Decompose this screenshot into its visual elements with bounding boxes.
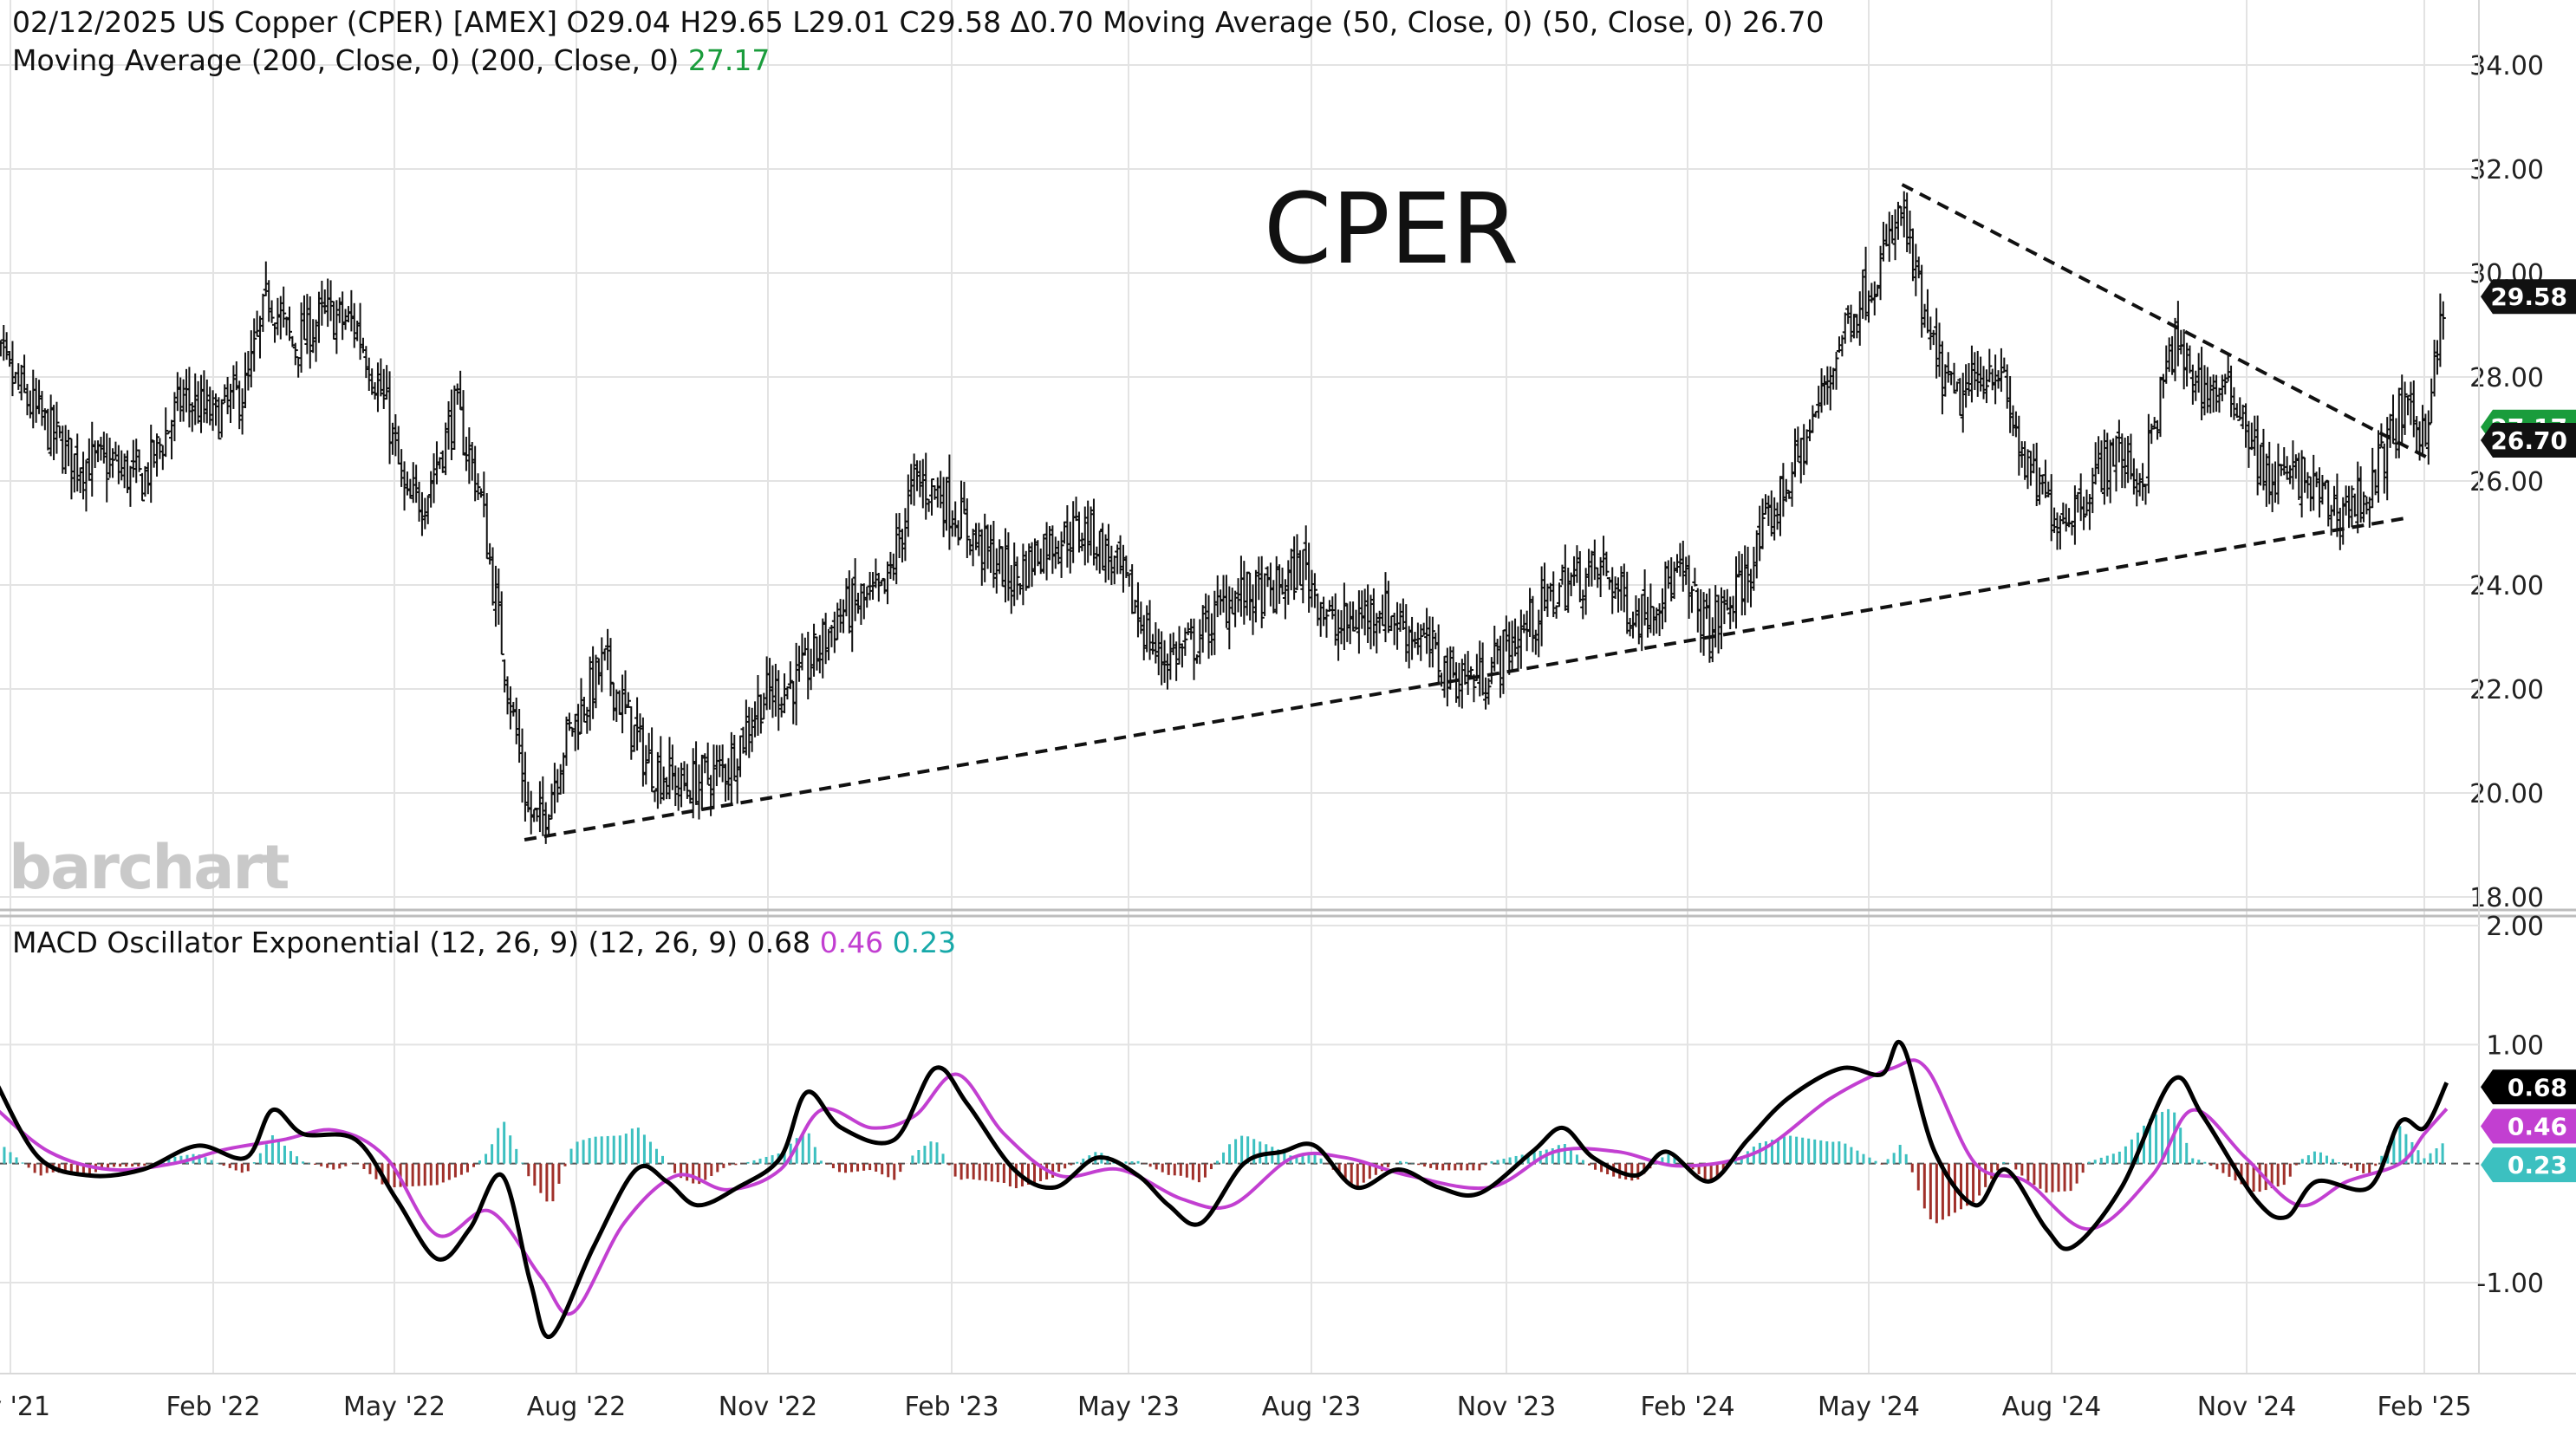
x-axis-tick-label: Nov '22 — [719, 1392, 818, 1422]
last-price-badge: 29.58 — [2490, 283, 2567, 311]
x-axis-tick-label: May '24 — [1818, 1392, 1920, 1422]
ma50-badge: 26.70 — [2490, 426, 2567, 455]
trendline — [1901, 183, 2434, 462]
price-axis-tick-label: 28.00 — [2469, 363, 2544, 393]
macd-axis-tick-label: 1.00 — [2486, 1030, 2544, 1061]
barchart-watermark-logo: barchart — [9, 832, 289, 903]
hist-value: 0.23 — [892, 926, 957, 959]
price-axis-tick-label: 26.00 — [2469, 467, 2544, 497]
x-axis-tick-label: Nov '23 — [1457, 1392, 1557, 1422]
x-axis-tick-label: Feb '23 — [904, 1392, 999, 1422]
x-axis-tick-label: Feb '25 — [2377, 1392, 2471, 1422]
price-axis-tick-label: 22.00 — [2469, 675, 2544, 705]
x-axis-tick-label: Aug '24 — [2002, 1392, 2102, 1422]
legend-line-2: Moving Average (200, Close, 0) (200, Clo… — [12, 43, 770, 77]
x-axis-tick-label: Aug '22 — [527, 1392, 627, 1422]
x-axis-tick-label: Feb '24 — [1640, 1392, 1734, 1422]
macd-axis-tick-label: 2.00 — [2486, 912, 2544, 942]
histogram-badge: 0.23 — [2508, 1151, 2567, 1179]
histogram-badge-bg — [2481, 1147, 2576, 1183]
macd-params: (12, 26, 9) — [588, 926, 738, 959]
last-price-badge-bg — [2481, 279, 2576, 315]
ma200-params: (200, Close, 0) — [469, 43, 680, 77]
macd-badge: 0.68 — [2508, 1073, 2567, 1101]
x-axis-tick-label: May '23 — [1077, 1392, 1180, 1422]
ohlc-values: O29.04 H29.65 L29.01 C29.58 Δ0.70 — [566, 5, 1094, 39]
x-axis-tick-label: Aug '23 — [1262, 1392, 1362, 1422]
signal-value: 0.46 — [819, 926, 884, 959]
signal-badge-bg — [2481, 1108, 2576, 1144]
price-axis-tick-label: 32.00 — [2469, 155, 2544, 185]
legend-line-1: 02/12/2025 US Copper (CPER) [AMEX] O29.0… — [12, 5, 1825, 39]
x-axis-tick-label: Feb '22 — [166, 1392, 260, 1422]
macd-line — [0, 1039, 2449, 1340]
x-axis-tick-label: May '22 — [343, 1392, 446, 1422]
signal-badge: 0.46 — [2508, 1112, 2567, 1140]
symbol-info: 02/12/2025 US Copper (CPER) [AMEX] — [12, 5, 557, 39]
chart-title: CPER — [1264, 173, 1519, 286]
macd-label: MACD Oscillator Exponential (12, 26, 9) — [12, 926, 579, 959]
ma50-badge-bg — [2481, 423, 2576, 458]
price-axis-tick-label: 20.00 — [2469, 779, 2544, 809]
x-axis-tick-label: Nov '24 — [2197, 1392, 2297, 1422]
ma50-label: Moving Average (50, Close, 0) — [1103, 5, 1533, 39]
price-axis-tick-label: 24.00 — [2469, 571, 2544, 601]
macd-axis-tick-label: -1.00 — [2476, 1269, 2544, 1299]
price-axis-tick-label: 18.00 — [2469, 883, 2544, 913]
signal-line — [0, 1058, 2449, 1316]
macd-badge-bg — [2481, 1069, 2576, 1105]
macd-value: 0.68 — [746, 926, 811, 959]
ma200-value: 27.17 — [687, 43, 771, 77]
x-axis-tick-label: ov '21 — [0, 1392, 50, 1422]
macd-legend: MACD Oscillator Exponential (12, 26, 9) … — [12, 926, 956, 959]
price-axis-tick-label: 34.00 — [2469, 51, 2544, 81]
ma50-value: 26.70 — [1742, 5, 1825, 39]
ma50-params: (50, Close, 0) — [1541, 5, 1734, 39]
ma200-label: Moving Average (200, Close, 0) — [12, 43, 461, 77]
